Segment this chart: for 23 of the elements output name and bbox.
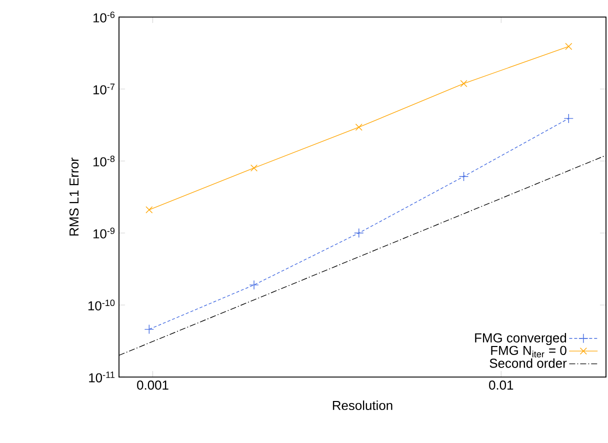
x-tick-label: 0.01: [489, 380, 514, 390]
y-tick-label: 10$^{-7}$: [93, 84, 115, 94]
point: [354, 228, 364, 238]
point: [564, 114, 574, 124]
y-tick-label: 10$^{-8}$: [93, 156, 115, 166]
point: [460, 80, 468, 88]
point: [144, 324, 154, 334]
point: [250, 164, 258, 172]
point: [146, 206, 153, 214]
x-tick-label: 0.001: [137, 380, 168, 390]
point: [249, 280, 259, 290]
legend-label: FMG converged: [475, 332, 566, 346]
y-tick-label: 10$^{-10}$: [88, 300, 115, 310]
y-tick-label: 10$^{-9}$: [93, 228, 115, 238]
y-axis-title: RMS L1 Error: [69, 158, 79, 236]
point: [458, 172, 469, 182]
y-tick-label: 10$^{-6}$: [93, 12, 115, 22]
legend-label: Second order: [490, 358, 567, 368]
point: [565, 42, 572, 50]
point: [355, 124, 362, 131]
y-tick-label: 10$^{-11}$: [89, 372, 115, 382]
legend-label: FMG N$_{iter}$ = 0: [491, 346, 566, 358]
x-axis-title: Resolution: [332, 400, 392, 410]
